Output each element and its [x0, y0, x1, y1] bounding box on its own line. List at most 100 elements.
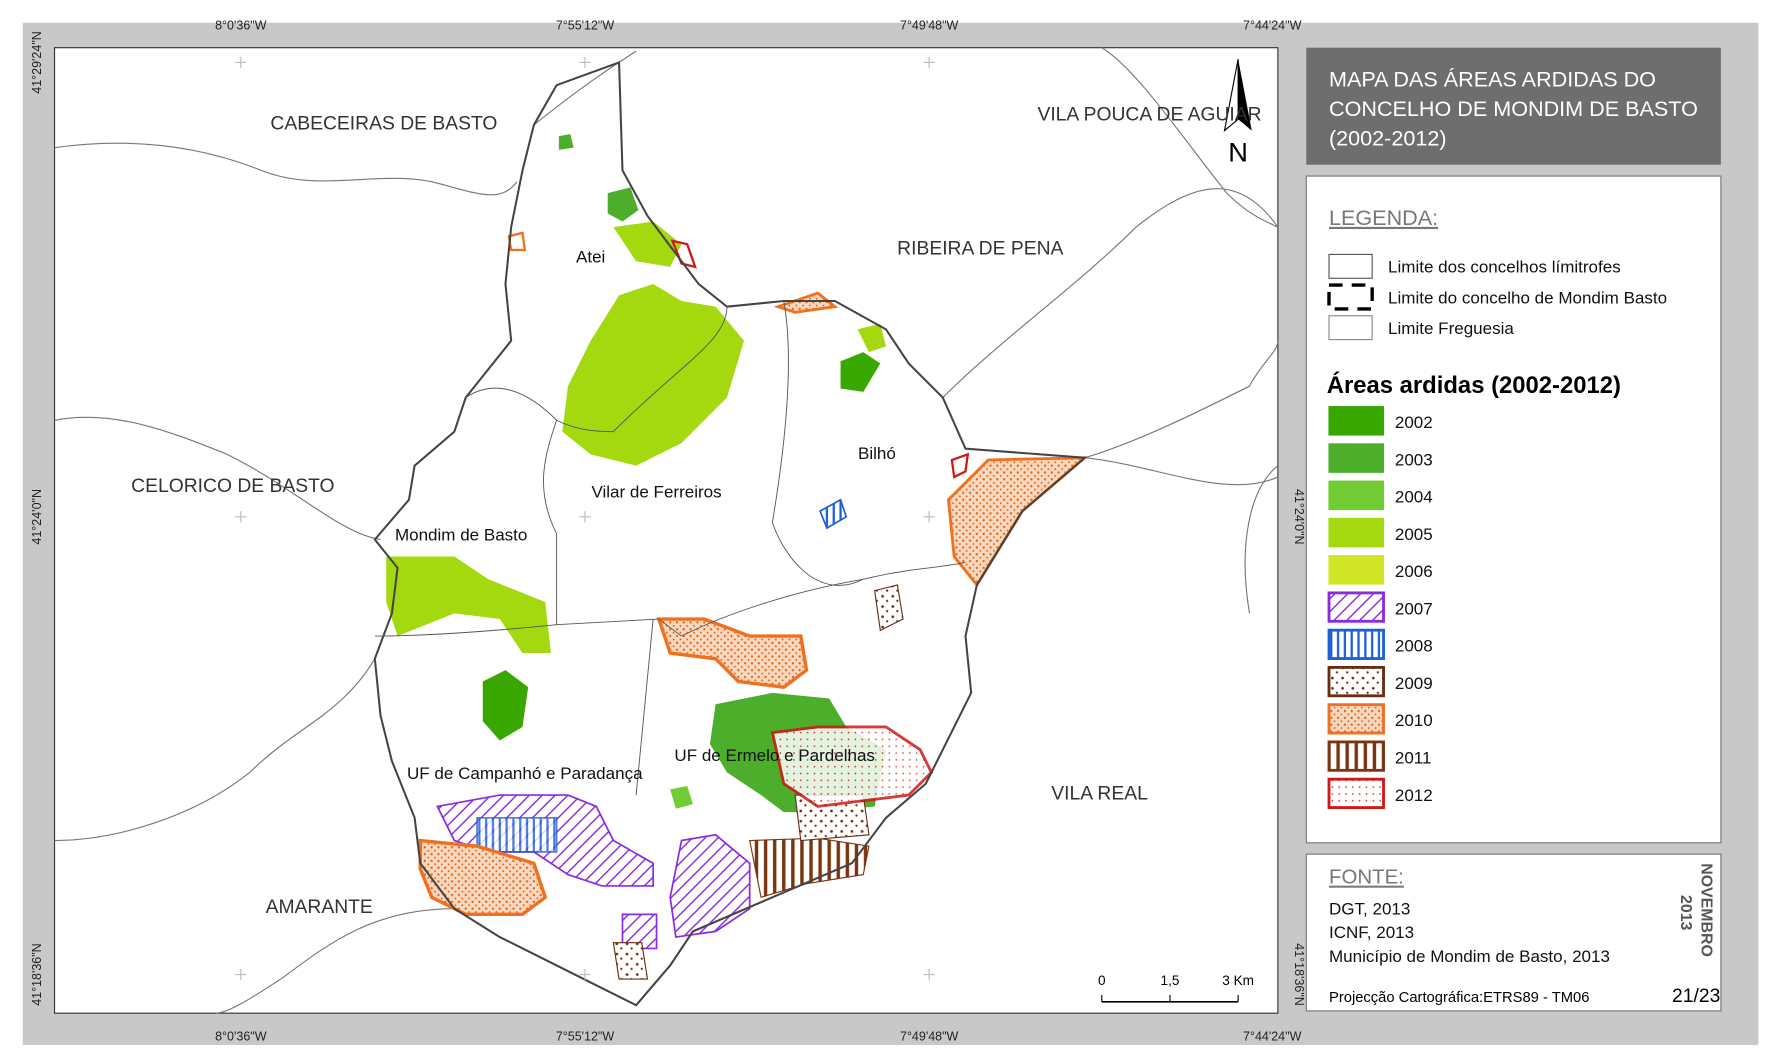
burn-2004: [670, 785, 693, 809]
parish-name: Mondim de Basto: [395, 526, 527, 545]
neighbour-name: RIBEIRA DE PENA: [897, 238, 1063, 259]
parish-name: Atei: [576, 247, 605, 266]
latitude-label: 41°18'36"N: [30, 943, 44, 1005]
legend-swatch: [1328, 480, 1385, 511]
burn-2005: [857, 323, 886, 353]
legend-label: Limite dos concelhos límitrofes: [1388, 258, 1621, 277]
burn-2007: [669, 833, 751, 939]
legend-label: Limite Freguesia: [1388, 319, 1514, 338]
neighbour-boundaries: [54, 47, 1279, 1014]
legend-label: 2002: [1395, 413, 1433, 432]
burn-2012: [950, 452, 970, 479]
legend-swatch: [1328, 253, 1373, 279]
burn-2007: [621, 913, 658, 950]
neighbour-name: VILA POUCA DE AGUIAR: [1037, 104, 1261, 125]
burn-2009: [874, 584, 904, 632]
source-line: ICNF, 2013: [1329, 923, 1414, 942]
legend-swatch: [1327, 777, 1385, 809]
burn-2002: [840, 352, 881, 392]
legend-heading: LEGENDA:: [1329, 205, 1438, 230]
longitude-label: 7°44'24"W: [1243, 1029, 1302, 1043]
legend-swatch: [1327, 283, 1374, 311]
burn-2009: [612, 942, 649, 980]
map-frame: [53, 47, 1279, 1014]
latitude-label: 41°24'0"N: [1292, 489, 1306, 545]
burn-2010: [507, 231, 527, 252]
longitude-label: 7°44'24"W: [1243, 19, 1302, 33]
legend-label: 2008: [1395, 637, 1433, 656]
legend-swatch: [1327, 628, 1385, 660]
burned-areas: [386, 134, 1089, 980]
legend-swatch: [1328, 555, 1385, 585]
neighbour-name: CELORICO DE BASTO: [131, 476, 334, 497]
graticule-cross: [923, 968, 935, 981]
title-line: MAPA DAS ÁREAS ARDIDAS DO: [1329, 66, 1656, 91]
neighbour-name: VILA REAL: [1051, 784, 1148, 805]
title-box: [1306, 47, 1721, 165]
burn-2012: [770, 725, 934, 808]
burn-2003: [607, 187, 639, 222]
legend-swatch: [1328, 517, 1385, 548]
parish-name: Bilhó: [858, 444, 896, 463]
municipality-boundary: [373, 61, 1088, 1007]
legend-label: 2009: [1395, 674, 1433, 693]
legend-label: 2005: [1395, 525, 1433, 544]
parish-boundaries: [374, 300, 966, 796]
legend-label: Limite do concelho de Mondim Basto: [1388, 288, 1667, 307]
graticule-cross: [235, 968, 247, 981]
legend-label: 2006: [1395, 562, 1433, 581]
date: NOVEMBRO: [1698, 863, 1715, 957]
longitude-label: 8°0'36"W: [215, 19, 267, 33]
legend-label: 2010: [1395, 711, 1433, 730]
longitude-label: 8°0'36"W: [215, 1029, 267, 1043]
legend-swatch: [1327, 591, 1385, 623]
graticule-cross: [923, 511, 935, 523]
graticule-cross: [235, 56, 247, 69]
legend-swatch: [1327, 665, 1385, 698]
legend-label: 2003: [1395, 450, 1433, 469]
longitude-label: 7°49'48"W: [900, 1029, 959, 1043]
graticule-cross: [579, 511, 591, 523]
source-heading: FONTE:: [1329, 866, 1404, 889]
parish-name: Vilar de Ferreiros: [591, 482, 721, 501]
title-line: (2002-2012): [1329, 125, 1447, 150]
source-box: [1305, 853, 1722, 1012]
source-line: DGT, 2013: [1329, 899, 1410, 918]
scale-label: 1,5: [1160, 973, 1179, 988]
latitude-label: 41°24'0"N: [30, 489, 44, 545]
scale-label: 0: [1098, 973, 1106, 988]
projection: Projecção Cartográfica:ETRS89 - TM06: [1329, 990, 1589, 1006]
graticule-cross: [579, 968, 591, 981]
graticule-cross: [235, 511, 247, 523]
source-line: Município de Mondim de Basto, 2013: [1329, 947, 1610, 966]
burn-2010: [656, 617, 809, 689]
parish-name: UF de Ermelo e Pardelhas: [674, 746, 875, 765]
legend-swatch: [1328, 443, 1385, 473]
graticule-cross: [579, 56, 591, 69]
page-number: 21/23: [1672, 986, 1720, 1007]
burn-2008: [476, 816, 558, 853]
north-label: N: [1228, 136, 1248, 167]
map-labels: 8°0'36"W 7°55'12"W 7°49'48"W 7°44'24"W 8°0'3…: [30, 19, 1306, 1044]
parish-name: UF de Campanhó e Paradança: [407, 764, 643, 783]
legend-swatch: [1328, 315, 1373, 341]
latitude-label: 41°18'36"N: [1292, 943, 1306, 1005]
burn-2003: [558, 134, 574, 150]
legend-swatch: [1328, 406, 1385, 436]
legend-label: 2012: [1395, 786, 1433, 805]
legend-label: 2007: [1395, 599, 1433, 618]
title-line: CONCELHO DE MONDIM DE BASTO: [1329, 96, 1698, 121]
neighbour-name: AMARANTE: [266, 897, 373, 918]
legend-label: 2011: [1395, 749, 1432, 768]
longitude-label: 7°55'12"W: [556, 19, 615, 33]
scale-label: 3 Km: [1222, 973, 1254, 988]
date: 2013: [1677, 895, 1694, 931]
legend-subtitle: Áreas ardidas (2002-2012): [1327, 371, 1621, 399]
graticule-cross: [923, 56, 935, 69]
burn-2010: [418, 838, 548, 917]
latitude-label: 41°29'24"N: [30, 31, 44, 93]
burn-2008: [819, 498, 848, 530]
scale-bar: 0 1,5 3 Km: [1098, 973, 1254, 1003]
longitude-label: 7°49'48"W: [900, 19, 959, 33]
